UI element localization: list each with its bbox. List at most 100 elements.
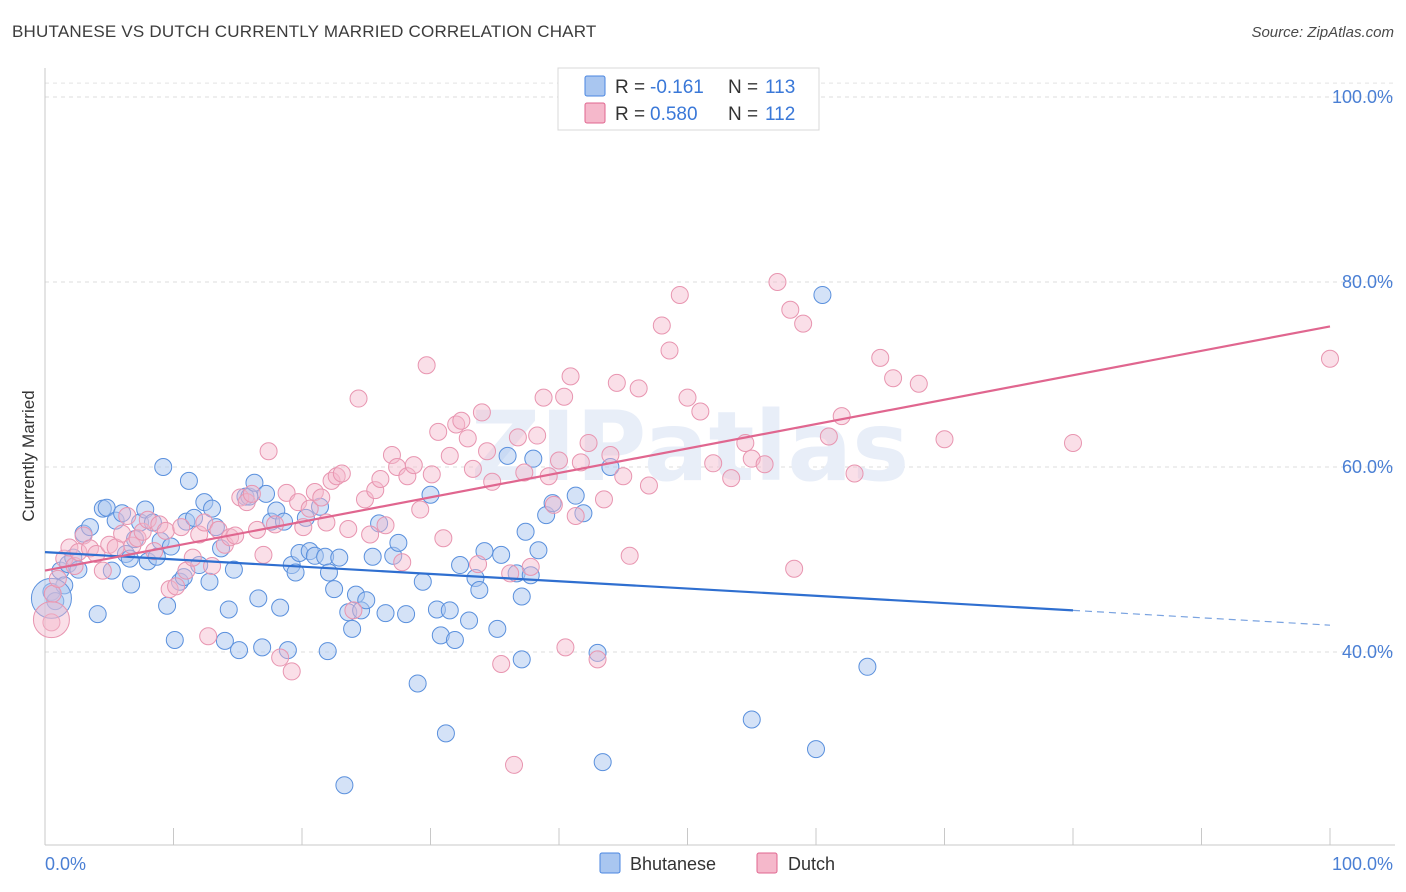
- legend-r-label-2: R =: [615, 104, 645, 125]
- bhutanese-point: [813, 285, 832, 304]
- dutch-point: [781, 300, 800, 319]
- y-tick-label: 60.0%: [1342, 457, 1393, 477]
- bhutanese-point: [588, 643, 607, 662]
- dutch-point: [620, 546, 639, 565]
- axes: [44, 68, 1395, 846]
- dutch-point-large: [32, 601, 70, 639]
- dutch-point: [670, 285, 689, 304]
- dutch-point: [652, 316, 671, 335]
- dutch-point: [422, 465, 441, 484]
- dutch-point: [259, 442, 278, 461]
- dutch-point: [138, 510, 157, 529]
- legend-n-value-2: 112: [765, 104, 795, 125]
- y-axis-label: Currently Married: [19, 390, 38, 521]
- dutch-point: [544, 495, 563, 514]
- dutch-point: [332, 464, 351, 483]
- dutch-points: [32, 273, 1339, 774]
- bhutanese-point-large: [30, 577, 72, 619]
- dutch-point: [349, 389, 368, 408]
- bhutanese-point: [185, 508, 204, 527]
- dutch-point: [312, 488, 331, 507]
- bhutanese-point: [492, 545, 511, 564]
- source-label: Source: ZipAtlas.com: [1251, 24, 1394, 41]
- dutch-point: [429, 422, 448, 441]
- dutch-point: [411, 500, 430, 519]
- bhutanese-point: [154, 458, 173, 476]
- dutch-point: [190, 525, 209, 544]
- dutch-point: [167, 577, 186, 596]
- dutch-point: [704, 454, 723, 473]
- y-tick-label: 40.0%: [1342, 642, 1393, 662]
- bhutanese-point: [807, 740, 825, 759]
- dutch-point: [521, 557, 540, 576]
- bhutanese-point: [436, 724, 455, 743]
- bhutanese-point: [413, 572, 432, 591]
- dutch-point: [469, 555, 488, 574]
- bhutanese-point: [200, 572, 219, 591]
- bhutanese-point: [245, 473, 264, 492]
- trend-lines: [44, 325, 1331, 626]
- bhutanese-point: [335, 776, 354, 795]
- bhutanese-point: [165, 630, 184, 649]
- dutch-point: [393, 553, 412, 572]
- legend-swatch-bhutanese: [584, 75, 606, 97]
- bhutanese-point: [593, 753, 612, 772]
- dutch-point: [555, 387, 574, 406]
- bhutanese-point: [363, 547, 382, 566]
- dutch-point: [785, 559, 804, 578]
- dutch-point: [254, 545, 273, 564]
- dutch-point: [909, 374, 928, 393]
- bhutanese-point: [257, 484, 276, 503]
- dutch-point: [935, 430, 954, 449]
- dutch-point: [404, 456, 423, 475]
- bhutanese-point: [88, 605, 107, 624]
- bhutanese-point: [512, 650, 531, 669]
- dutch-point: [271, 648, 290, 667]
- dutch-point: [534, 388, 553, 407]
- dutch-point: [376, 516, 395, 535]
- bhutanese-point: [498, 446, 517, 465]
- bhutanese-point: [742, 710, 761, 729]
- dutch-point: [93, 561, 112, 580]
- dutch-point: [556, 638, 575, 657]
- dutch-point: [768, 273, 787, 291]
- bhutanese-point: [445, 630, 464, 649]
- dutch-point: [528, 426, 547, 445]
- dutch-point: [458, 429, 477, 448]
- dutch-point: [566, 507, 585, 526]
- dutch-point: [289, 493, 308, 512]
- bhutanese-trend-extension: [1072, 609, 1331, 626]
- dutch-point: [366, 481, 385, 500]
- bhutanese-point: [516, 522, 535, 541]
- x-tick-label: 100.0%: [1332, 854, 1393, 874]
- bhutanese-point: [451, 556, 470, 575]
- bhutanese-point: [566, 486, 585, 505]
- bhutanese-point: [408, 674, 427, 693]
- bottom-swatch-dutch: [756, 852, 778, 874]
- dutch-point: [691, 402, 710, 421]
- dutch-point: [561, 367, 580, 386]
- dutch-point: [118, 507, 137, 526]
- bhutanese-point: [219, 600, 238, 619]
- y-tick-labels: 40.0% 60.0% 80.0% 100.0%: [1332, 87, 1393, 662]
- legend-r-value-2: 0.580: [650, 104, 698, 125]
- dutch-point: [639, 476, 658, 495]
- dutch-point: [722, 469, 741, 488]
- bhutanese-point: [488, 619, 507, 638]
- dutch-point: [452, 411, 471, 430]
- bhutanese-point: [224, 560, 243, 579]
- correlation-legend: R = -0.161 N = 113 R = 0.580 N = 112: [557, 67, 820, 131]
- dutch-trend-line: [44, 325, 1331, 572]
- dutch-point: [150, 515, 169, 534]
- bottom-legend-bhutanese: Bhutanese: [630, 854, 716, 874]
- dutch-point: [282, 662, 301, 681]
- dutch-point: [195, 513, 214, 532]
- bhutanese-point: [470, 581, 489, 600]
- dutch-point: [231, 488, 250, 507]
- dutch-point: [156, 521, 175, 540]
- bhutanese-point: [113, 504, 132, 523]
- legend-swatch-dutch: [584, 102, 606, 124]
- legend-r-value-1: -0.161: [650, 77, 704, 98]
- bhutanese-point: [440, 601, 459, 620]
- dutch-point: [505, 755, 524, 774]
